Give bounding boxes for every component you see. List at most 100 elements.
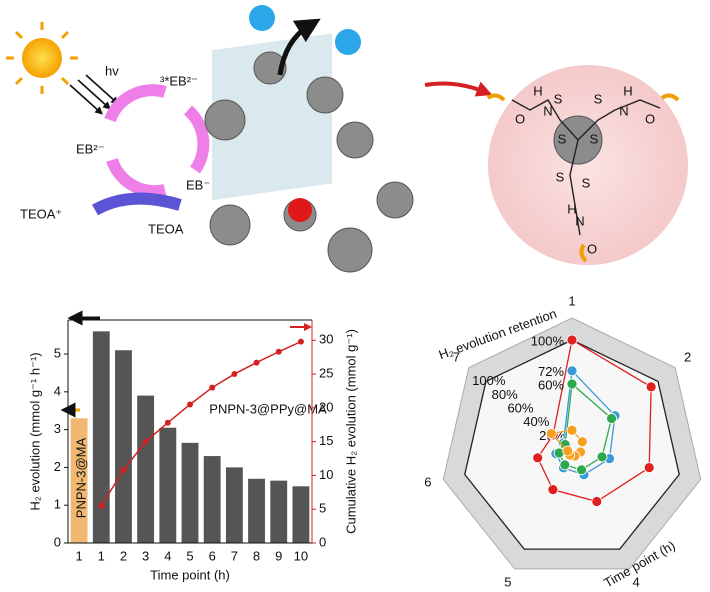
y-tick-label: 2 [54, 459, 61, 474]
point [142, 438, 149, 445]
point [164, 419, 171, 426]
atom-label: H [623, 83, 632, 98]
point [576, 436, 588, 448]
bar [159, 427, 177, 543]
chains [486, 93, 680, 263]
bar [92, 331, 110, 543]
sun [22, 38, 62, 78]
label: EB²⁻ [76, 141, 105, 156]
r-tick-label: 80% [492, 387, 518, 402]
bar-chart: PNPN-3@PPy@MA PNPN-3@MA01234505101520253… [27, 310, 358, 582]
atom-label: S [558, 131, 567, 146]
atom-label: S [590, 131, 599, 146]
bar [137, 395, 155, 543]
point [566, 365, 578, 377]
release-arrow [277, 18, 321, 76]
label: TEOA [148, 221, 184, 236]
atom-label: N [575, 213, 584, 228]
atom-label: S [554, 91, 563, 106]
point [566, 378, 578, 390]
point [532, 452, 544, 464]
axis-label: 2 [684, 349, 691, 364]
x-tick-label: 1 [75, 548, 82, 563]
x-axis-label: Time point (h) [150, 567, 230, 582]
y2-tick-label: 0 [319, 534, 326, 549]
y-tick-label: 0 [54, 534, 61, 549]
x-tick-label: 7 [231, 548, 238, 563]
x-tick-label: 6 [209, 548, 216, 563]
y-tick-label: 5 [54, 345, 61, 360]
nodes [204, 51, 414, 273]
y-tick-label: 4 [54, 383, 61, 398]
point [120, 467, 127, 474]
x-tick-label: 4 [164, 548, 171, 563]
point [645, 381, 657, 393]
x-tick-label: 5 [186, 548, 193, 563]
bar [248, 478, 265, 543]
h2 [335, 29, 361, 55]
annotation: PNPN-3@MA [73, 437, 88, 518]
bar [292, 486, 310, 543]
atom-label: N [619, 103, 628, 118]
x-tick-label: 1 [98, 548, 105, 563]
x-tick-label: 9 [275, 548, 282, 563]
point [231, 371, 238, 378]
annotation: PNPN-3@PPy@MA [209, 401, 327, 416]
data-label: 72% [538, 364, 564, 379]
atom-label: O [515, 111, 525, 126]
x-tick-label: 3 [142, 548, 149, 563]
light-arrows [69, 74, 119, 115]
atom-label: S [594, 91, 603, 106]
zoom-circle [488, 65, 688, 265]
bar [181, 442, 199, 543]
atom-label: S [582, 175, 591, 190]
line [100, 340, 302, 507]
axis-label: 5 [504, 575, 511, 590]
zoom-arrow [424, 81, 493, 97]
teoa-arrow [92, 192, 182, 216]
bar [225, 467, 243, 543]
r-tick-label: 60% [507, 401, 533, 416]
atom-label: S [556, 169, 565, 184]
point [545, 428, 557, 439]
water [288, 198, 312, 222]
bar [203, 456, 221, 543]
data-label: 60% [538, 377, 564, 392]
atom-label: O [587, 241, 597, 256]
cube [212, 33, 332, 201]
atom-label: H [533, 83, 542, 98]
y-axis-label: H₂ evolution (mmol g⁻¹ h⁻¹) [27, 352, 42, 510]
ring [464, 339, 680, 550]
point [596, 451, 608, 463]
point [547, 484, 559, 496]
axis-label: 4 [633, 575, 640, 590]
molecule [511, 99, 661, 236]
data-label: 100% [531, 333, 565, 348]
point [643, 462, 655, 474]
atom-label: N [543, 103, 552, 118]
point [253, 359, 260, 366]
point [606, 413, 617, 424]
label: ³*EB²⁻ [160, 73, 198, 88]
point [297, 338, 304, 345]
schematic: hv ³*EB²⁻ EB²⁻ EB⁻ TEOA⁺ TEOA [6, 5, 688, 273]
bar [115, 350, 132, 543]
axis-label: 7 [453, 349, 460, 364]
point [559, 459, 571, 471]
label: EB⁻ [186, 177, 210, 192]
r-tick-label: 100% [472, 373, 506, 388]
y-tick-label: 3 [54, 421, 61, 436]
point [187, 401, 193, 408]
point [576, 464, 587, 476]
cycle [104, 84, 210, 198]
y2-axis-label: Cumulative H₂ evolution (mmol g⁻¹) [343, 329, 358, 534]
point [275, 348, 282, 355]
bar [70, 418, 88, 543]
x-tick-label: 8 [253, 548, 260, 563]
y-tick-label: 1 [54, 497, 61, 512]
point [562, 445, 574, 457]
point [591, 496, 603, 507]
label: hv [105, 63, 119, 78]
r-tick-label: 40% [523, 414, 549, 429]
